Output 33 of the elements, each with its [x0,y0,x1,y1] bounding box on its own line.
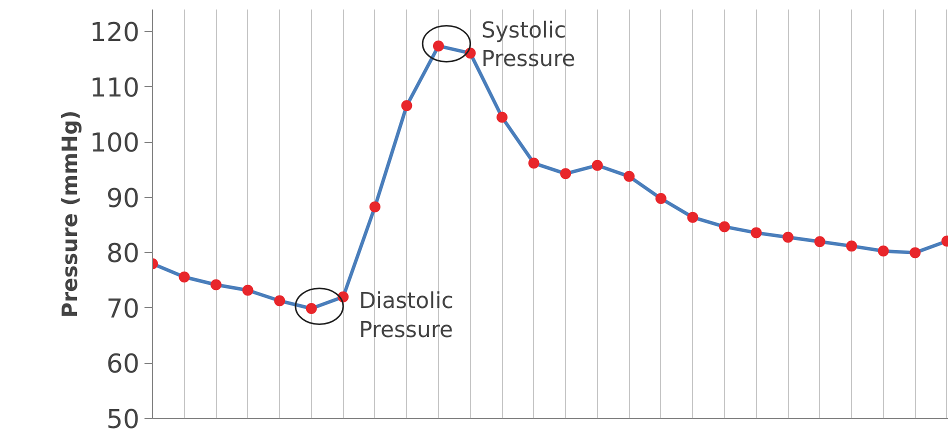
point [274,295,286,306]
y-tick-label: 80 [106,239,140,270]
point [178,272,190,282]
y-tick-label: 120 [90,18,140,48]
y-axis-title: Pressure (mmHg) [58,110,82,318]
point [592,160,603,171]
point [878,246,889,257]
point [814,236,826,248]
y-tick-label: 70 [106,294,140,324]
point [687,212,698,223]
point [624,170,635,182]
point [655,193,666,204]
point [306,303,317,314]
point [369,201,380,212]
point [718,221,730,232]
point [782,232,794,243]
point [401,100,412,112]
point [846,240,858,252]
annotation: Systolic Pressure [481,18,576,72]
point [432,40,444,52]
y-tick-label: 60 [106,350,140,380]
y-tick-label: 50 [106,405,140,435]
y-tick-label: 100 [90,128,140,159]
point [496,112,508,123]
annotation: Diastolic Pressure [359,289,454,343]
y-tick-label: 90 [106,184,140,214]
point [910,247,921,258]
point [750,227,762,238]
point [242,284,254,296]
point [210,279,222,290]
point [528,158,540,169]
y-tick-label: 110 [90,73,140,104]
point [560,168,572,180]
